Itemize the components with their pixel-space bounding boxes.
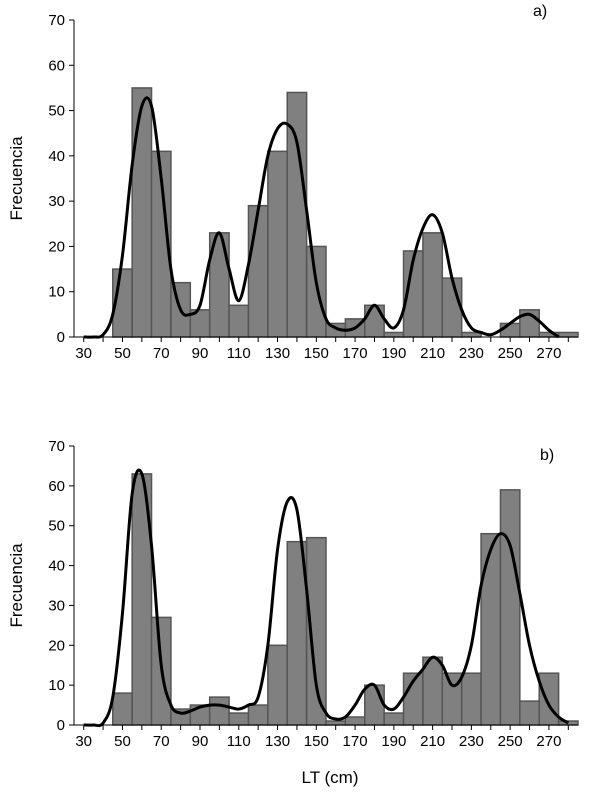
bar bbox=[519, 700, 540, 726]
bar bbox=[480, 532, 502, 726]
y-tick-label: 10 bbox=[48, 677, 65, 694]
chart-panel-1: 0 10 20 30 40 50 60 70 30 50 70 90 110 130 150 170 190 21… bbox=[7, 3, 579, 362]
bar bbox=[247, 704, 269, 726]
x-tick-label: 250 bbox=[498, 345, 523, 362]
y-tick-label: 70 bbox=[48, 12, 65, 29]
bar bbox=[441, 277, 463, 338]
y-tick-label: 40 bbox=[48, 148, 65, 165]
x-tick-label: 270 bbox=[536, 345, 561, 362]
x-tick-label: 230 bbox=[459, 345, 484, 362]
y-tick-label: 10 bbox=[48, 284, 65, 301]
bar bbox=[538, 672, 560, 726]
x-tick-label: 50 bbox=[114, 733, 131, 750]
x-tick-label: 150 bbox=[304, 345, 329, 362]
bar bbox=[422, 232, 444, 338]
density-curve bbox=[83, 96, 560, 339]
x-tick-label: 50 bbox=[114, 345, 131, 362]
bar bbox=[383, 331, 405, 338]
bar bbox=[344, 716, 366, 726]
bar bbox=[267, 150, 288, 338]
x-tick-label: 130 bbox=[265, 345, 290, 362]
x-tick-label: 190 bbox=[381, 733, 406, 750]
x-tick-label: 110 bbox=[227, 345, 251, 362]
bar bbox=[499, 322, 521, 338]
bar bbox=[557, 331, 579, 338]
bar bbox=[208, 696, 230, 726]
y-axis-title: Frecuencia bbox=[7, 543, 26, 628]
bar bbox=[267, 644, 288, 726]
bar bbox=[364, 304, 385, 338]
bar bbox=[364, 684, 385, 726]
y-tick-label: 0 bbox=[57, 717, 65, 734]
chart-panel-2: 0 10 20 30 40 50 60 70 30 50 70 90 110 130 150 170 190 21… bbox=[7, 438, 579, 787]
y-tick-label: 70 bbox=[48, 438, 65, 455]
x-tick-label: 90 bbox=[192, 345, 209, 362]
y-tick-label: 30 bbox=[48, 193, 65, 210]
x-tick-label: 270 bbox=[536, 733, 561, 750]
x-tick-label: 230 bbox=[459, 733, 484, 750]
density-curve bbox=[83, 468, 570, 728]
y-tick-label: 60 bbox=[48, 478, 65, 495]
bar bbox=[499, 489, 521, 726]
y-tick-label: 50 bbox=[48, 103, 65, 120]
bar bbox=[228, 304, 250, 338]
x-tick-label: 250 bbox=[498, 733, 523, 750]
x-axis-title: LT (cm) bbox=[302, 768, 359, 787]
x-tick-label: 110 bbox=[227, 733, 251, 750]
y-axis-title: Frecuencia bbox=[7, 136, 26, 221]
bar bbox=[325, 720, 347, 726]
x-tick-label: 170 bbox=[343, 345, 368, 362]
x-tick-label: 190 bbox=[381, 345, 406, 362]
bar bbox=[131, 87, 153, 338]
panel-label: a) bbox=[533, 3, 547, 20]
bar bbox=[305, 245, 327, 338]
bar bbox=[228, 712, 250, 726]
x-tick-label: 130 bbox=[265, 733, 290, 750]
bar bbox=[247, 204, 269, 338]
y-tick-label: 20 bbox=[48, 637, 65, 654]
x-tick-label: 30 bbox=[75, 345, 92, 362]
y-tick-label: 40 bbox=[48, 558, 65, 575]
x-tick-label: 210 bbox=[420, 733, 445, 750]
y-tick-label: 60 bbox=[48, 57, 65, 74]
x-tick-label: 150 bbox=[304, 733, 329, 750]
x-tick-label: 70 bbox=[153, 345, 170, 362]
y-tick-label: 50 bbox=[48, 518, 65, 535]
y-tick-label: 30 bbox=[48, 597, 65, 614]
x-tick-label: 70 bbox=[153, 733, 170, 750]
bar bbox=[383, 712, 405, 726]
x-tick-label: 210 bbox=[420, 345, 445, 362]
y-tick-label: 20 bbox=[48, 238, 65, 255]
panel-label: b) bbox=[540, 447, 554, 464]
bar bbox=[112, 692, 133, 726]
y-tick-label: 0 bbox=[57, 329, 65, 346]
x-tick-label: 30 bbox=[75, 733, 92, 750]
x-tick-label: 170 bbox=[343, 733, 368, 750]
bar bbox=[460, 672, 482, 726]
bar bbox=[286, 91, 308, 338]
x-tick-label: 90 bbox=[192, 733, 209, 750]
